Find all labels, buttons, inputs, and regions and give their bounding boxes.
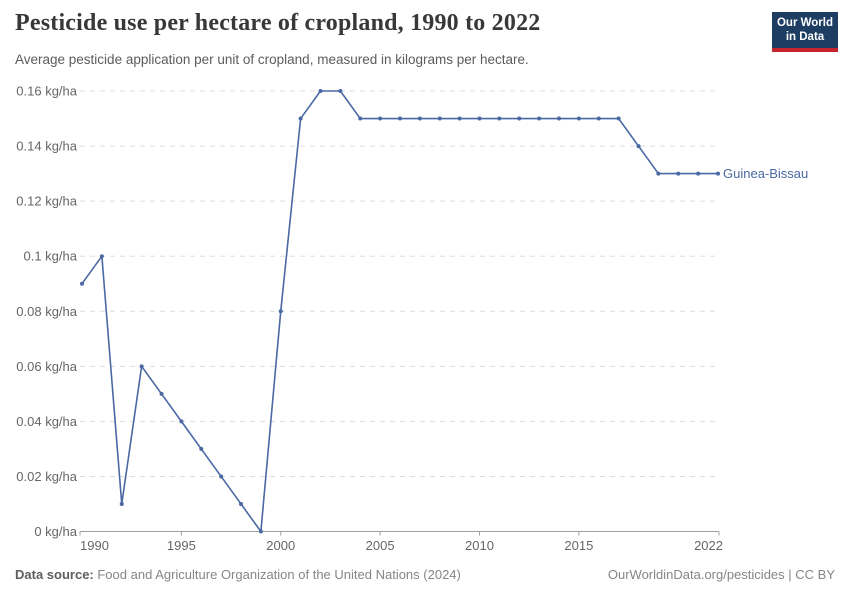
x-axis (79, 531, 720, 536)
svg-text:0 kg/ha: 0 kg/ha (34, 524, 77, 539)
data-source-text: Food and Agriculture Organization of the… (93, 567, 461, 582)
owid-logo-text: Our World in Data (772, 12, 838, 48)
svg-text:0.06 kg/ha: 0.06 kg/ha (16, 359, 77, 374)
svg-text:2000: 2000 (266, 538, 295, 553)
owid-logo[interactable]: Our World in Data (772, 12, 838, 52)
svg-text:2010: 2010 (465, 538, 494, 553)
series-label[interactable]: Guinea-Bissau (723, 166, 808, 181)
y-axis-labels: 0 kg/ha 0.02 kg/ha 0.04 kg/ha 0.06 kg/ha 0.0… (16, 84, 77, 540)
footer-credit: OurWorldinData.org/pesticides | CC BY (607, 567, 835, 582)
svg-text:0.02 kg/ha: 0.02 kg/ha (16, 469, 77, 484)
svg-text:0.1 kg/ha: 0.1 kg/ha (24, 249, 78, 264)
data-source-label: Data source: (15, 567, 94, 582)
svg-text:0.08 kg/ha: 0.08 kg/ha (16, 304, 77, 319)
data-points[interactable] (80, 89, 720, 534)
svg-text:2022: 2022 (694, 538, 723, 553)
chart-title: Pesticide use per hectare of cropland, 1… (15, 10, 541, 36)
svg-text:0.12 kg/ha: 0.12 kg/ha (16, 194, 77, 209)
svg-text:0.14 kg/ha: 0.14 kg/ha (16, 139, 77, 154)
svg-text:0.16 kg/ha: 0.16 kg/ha (16, 84, 77, 99)
logo-red-bar (772, 48, 838, 52)
data-source: Data source: Food and Agriculture Organi… (15, 567, 461, 582)
svg-text:1995: 1995 (167, 538, 196, 553)
y-gridlines (80, 90, 719, 477)
owid-logo-line1: Our World (776, 16, 833, 29)
chart-subtitle: Average pesticide application per unit o… (15, 52, 529, 67)
svg-text:2005: 2005 (366, 538, 395, 553)
svg-text:Guinea-Bissau: Guinea-Bissau (723, 166, 808, 181)
svg-text:1990: 1990 (80, 538, 109, 553)
x-axis-labels: 1990 1995 2000 2005 2010 2015 2022 (80, 538, 723, 553)
svg-text:0.04 kg/ha: 0.04 kg/ha (16, 414, 77, 429)
chart-footer: Data source: Food and Agriculture Organi… (15, 567, 835, 582)
svg-text:2015: 2015 (564, 538, 593, 553)
owid-logo-line2: in Data (785, 31, 825, 43)
